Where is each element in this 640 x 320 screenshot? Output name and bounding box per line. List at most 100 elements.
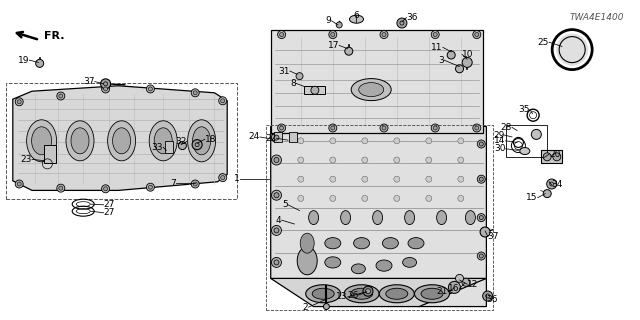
Circle shape [100,79,111,89]
Circle shape [475,33,479,36]
Circle shape [426,138,432,144]
Circle shape [329,31,337,39]
Polygon shape [271,30,483,133]
Circle shape [15,98,23,106]
Ellipse shape [436,211,447,225]
Circle shape [531,129,541,140]
Bar [266,125,493,310]
Ellipse shape [344,285,379,303]
Circle shape [362,138,368,144]
Ellipse shape [465,211,476,225]
Text: 8: 8 [290,79,296,88]
Circle shape [59,94,63,98]
Circle shape [15,180,23,188]
Ellipse shape [380,285,414,303]
Circle shape [17,182,21,186]
Text: 27: 27 [104,200,115,209]
Text: 4: 4 [276,216,282,225]
Circle shape [274,228,279,233]
Text: 26: 26 [347,291,358,300]
Circle shape [271,132,282,143]
Circle shape [36,60,44,68]
Text: 29: 29 [493,131,504,140]
Circle shape [331,126,335,130]
Ellipse shape [31,127,52,155]
Text: 18: 18 [205,135,216,144]
Circle shape [477,175,485,183]
Text: 11: 11 [431,43,443,52]
Ellipse shape [71,128,89,154]
Circle shape [456,275,463,283]
Ellipse shape [358,83,384,97]
Circle shape [104,82,108,86]
Circle shape [192,140,202,150]
Circle shape [59,186,63,190]
Text: 19: 19 [18,56,29,65]
Circle shape [330,157,336,163]
Polygon shape [13,86,227,190]
Circle shape [219,173,227,182]
Circle shape [543,153,551,161]
Circle shape [400,21,404,25]
Circle shape [479,177,483,181]
Ellipse shape [325,237,341,249]
Circle shape [362,196,368,201]
Circle shape [278,124,285,132]
Circle shape [397,18,407,28]
Circle shape [331,33,335,36]
Circle shape [278,31,285,39]
Bar [44,145,56,163]
Ellipse shape [325,257,341,268]
Circle shape [330,138,336,144]
Circle shape [486,294,490,298]
Text: 22: 22 [265,134,276,143]
Ellipse shape [340,211,351,225]
Circle shape [298,176,304,182]
Text: 5: 5 [282,200,288,209]
Circle shape [280,126,284,130]
Circle shape [382,126,386,130]
Circle shape [483,291,493,301]
Ellipse shape [386,288,408,299]
Ellipse shape [188,120,216,162]
Circle shape [330,176,336,182]
Circle shape [219,97,227,105]
Polygon shape [271,278,486,307]
Text: 25: 25 [538,38,549,47]
Ellipse shape [408,237,424,249]
Circle shape [479,216,483,220]
Circle shape [394,196,400,201]
Circle shape [394,138,400,144]
Circle shape [447,51,455,59]
Circle shape [473,124,481,132]
Circle shape [191,180,199,188]
Text: 16: 16 [448,284,460,293]
Text: 20: 20 [549,150,561,159]
Circle shape [274,135,279,140]
Circle shape [193,182,197,186]
Circle shape [473,31,481,39]
Circle shape [433,33,437,36]
Circle shape [458,176,464,182]
Text: 14: 14 [494,136,506,145]
Circle shape [475,126,479,130]
Ellipse shape [351,264,365,274]
Circle shape [274,157,279,163]
Ellipse shape [300,233,314,253]
Ellipse shape [372,211,383,225]
Text: 21: 21 [436,287,448,296]
Circle shape [148,87,152,91]
Circle shape [456,65,463,73]
Circle shape [477,252,485,260]
Text: 1: 1 [234,174,240,183]
Circle shape [426,176,432,182]
Text: 10: 10 [462,50,474,59]
Ellipse shape [383,237,398,249]
Circle shape [274,260,279,265]
Circle shape [480,227,490,237]
Circle shape [280,33,284,36]
Circle shape [271,190,282,200]
Circle shape [462,57,472,68]
Circle shape [17,100,21,104]
Text: 34: 34 [552,180,563,189]
